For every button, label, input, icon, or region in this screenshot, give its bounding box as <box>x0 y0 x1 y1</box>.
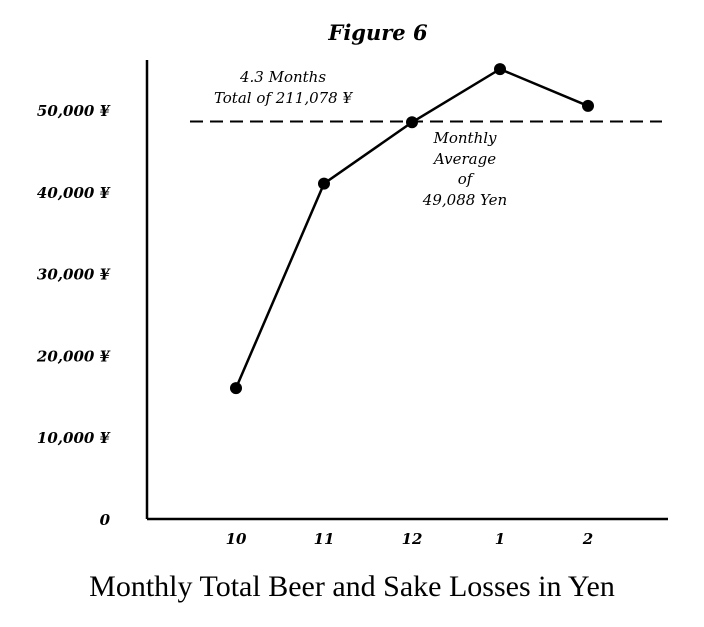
x-tick-label: 12 <box>402 530 423 548</box>
y-tick-label: 50,000 ¥ <box>37 102 112 120</box>
y-tick-label: 10,000 ¥ <box>37 429 112 447</box>
total-annotation: 4.3 Months Total of 211,078 ¥ <box>214 68 354 107</box>
x-tick-labels: 10 11 12 1 2 <box>226 530 594 548</box>
y-tick-labels: 0 10,000 ¥ 20,000 ¥ 30,000 ¥ 40,000 ¥ 50,000 … <box>36 102 112 529</box>
data-point <box>318 177 330 190</box>
average-annotation-line-3: of <box>458 170 475 188</box>
x-tick-label: 2 <box>582 530 593 548</box>
data-point <box>406 116 418 129</box>
y-tick-label: 30,000 ¥ <box>37 266 112 284</box>
average-annotation-line-1: Monthly <box>432 129 497 147</box>
average-annotation: Monthly Average of 49,088 Yen <box>422 129 507 209</box>
y-tick-label: 0 <box>100 511 111 529</box>
total-annotation-line-2: Total of 211,078 ¥ <box>214 89 354 107</box>
chart-title: Figure 6 <box>327 20 428 45</box>
average-annotation-line-4: 49,088 Yen <box>422 191 507 209</box>
y-tick-label: 20,000 ¥ <box>36 347 112 365</box>
data-point <box>582 99 594 112</box>
average-annotation-line-2: Average <box>432 150 496 168</box>
data-points <box>230 63 594 395</box>
chart-caption: Monthly Total Beer and Sake Losses in Ye… <box>89 570 615 603</box>
x-tick-label: 1 <box>495 530 505 548</box>
line-chart: Figure 6 0 10,000 ¥ 20,000 ¥ 30,000 ¥ 40,000… <box>36 20 668 548</box>
data-point <box>494 63 506 76</box>
x-tick-label: 10 <box>226 530 247 548</box>
data-point <box>230 382 242 395</box>
y-tick-label: 40,000 ¥ <box>37 184 112 202</box>
x-tick-label: 11 <box>314 530 335 548</box>
total-annotation-line-1: 4.3 Months <box>239 68 326 86</box>
